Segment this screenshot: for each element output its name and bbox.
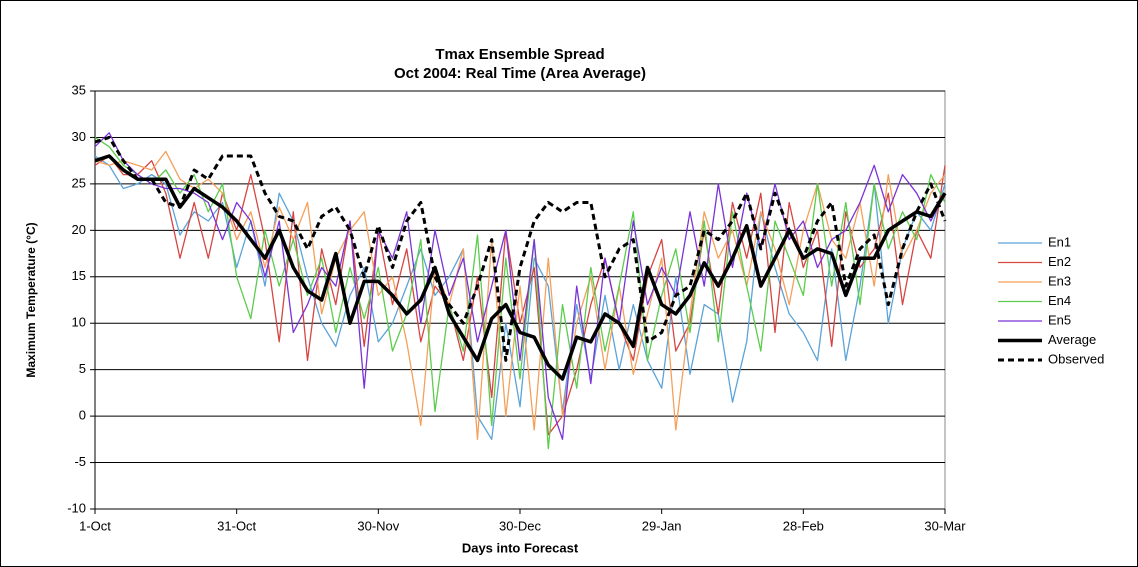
series-line bbox=[94, 150, 946, 440]
series-line bbox=[94, 155, 946, 440]
legend-label: Average bbox=[1048, 332, 1096, 347]
x-tick-label: 1-Oct bbox=[79, 518, 111, 533]
y-tick-label: 20 bbox=[72, 222, 86, 237]
x-tick-label: 30-Dec bbox=[499, 518, 541, 533]
series-line bbox=[94, 155, 946, 436]
x-tick-label: 30-Nov bbox=[357, 518, 399, 533]
x-tick-label: 28-Feb bbox=[783, 518, 824, 533]
chart-subtitle: Oct 2004: Real Time (Area Average) bbox=[394, 65, 646, 82]
y-tick-label: 15 bbox=[72, 268, 86, 283]
legend-label: Observed bbox=[1048, 351, 1104, 366]
x-tick-label: 31-Oct bbox=[217, 518, 256, 533]
y-tick-label: 10 bbox=[72, 315, 86, 330]
y-tick-label: 35 bbox=[72, 82, 86, 97]
legend-label: En5 bbox=[1048, 312, 1071, 327]
legend-label: En1 bbox=[1048, 234, 1071, 249]
y-tick-label: -10 bbox=[67, 500, 86, 515]
series-line bbox=[94, 135, 947, 362]
y-axis-title: Maximum Temperature (°C) bbox=[24, 222, 38, 377]
y-tick-label: 0 bbox=[79, 408, 86, 423]
chart-title: Tmax Ensemble Spread bbox=[435, 46, 604, 63]
y-tick-label: 30 bbox=[72, 129, 86, 144]
x-tick-label: 30-Mar bbox=[924, 518, 966, 533]
y-tick-label: 5 bbox=[79, 361, 86, 376]
legend-label: En4 bbox=[1048, 293, 1071, 308]
legend-label: En2 bbox=[1048, 254, 1071, 269]
plot-area bbox=[94, 90, 946, 510]
series-line bbox=[94, 132, 946, 440]
y-tick-label: -5 bbox=[74, 454, 86, 469]
x-axis-title: Days into Forecast bbox=[462, 540, 579, 555]
x-tick-label: 29-Jan bbox=[642, 518, 682, 533]
legend-label: En3 bbox=[1048, 273, 1071, 288]
series-line bbox=[94, 136, 946, 450]
y-tick-label: 25 bbox=[72, 175, 86, 190]
